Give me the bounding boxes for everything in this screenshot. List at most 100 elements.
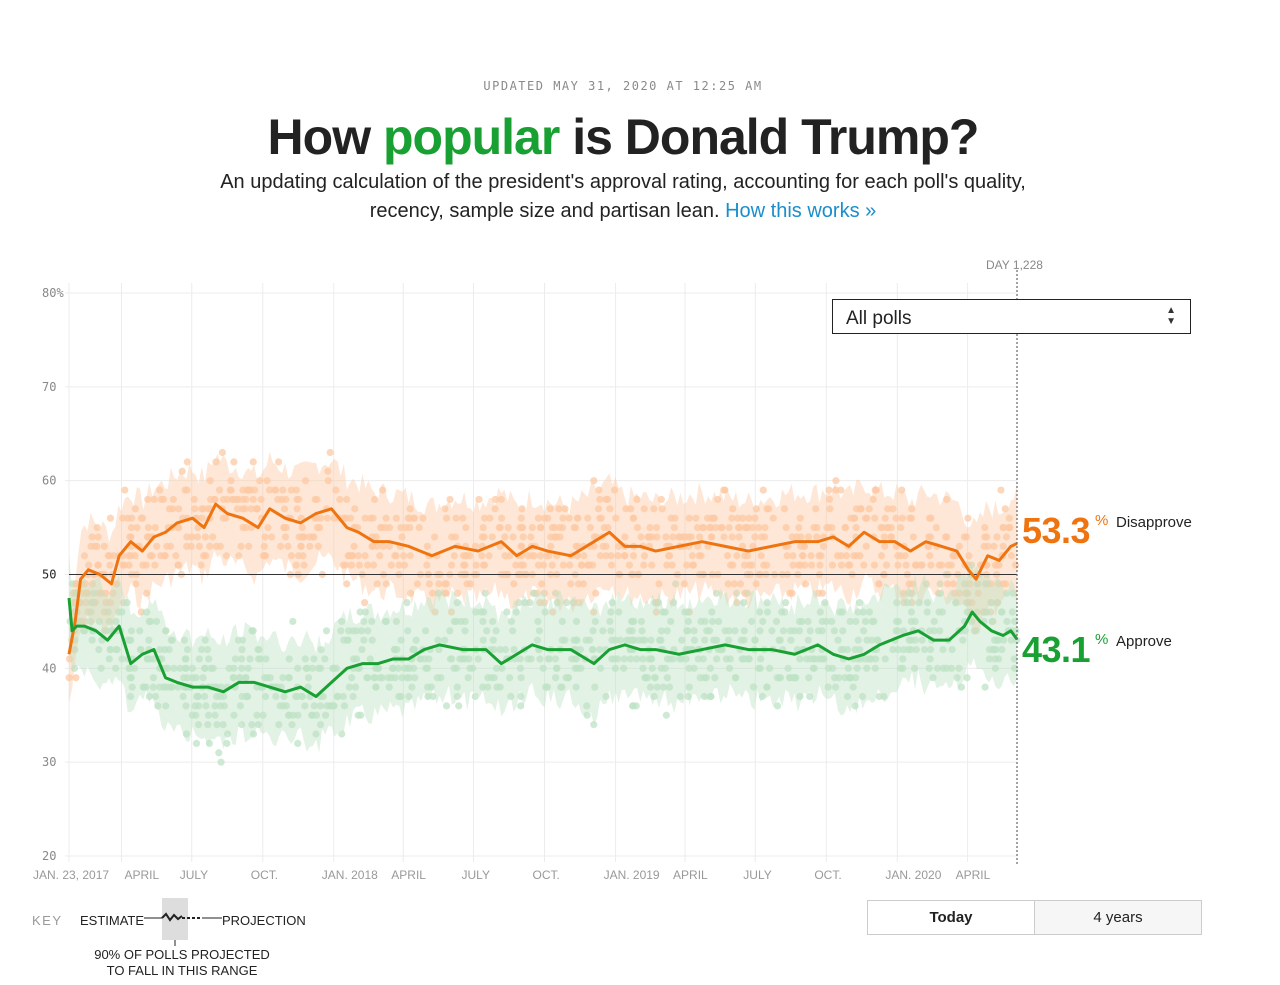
key-legend-glyph-icon [144, 898, 222, 946]
disapprove-poll-dot [615, 542, 623, 550]
disapprove-poll-dot [238, 505, 247, 513]
approve-poll-dot [294, 739, 302, 748]
approve-poll-dot [308, 711, 316, 719]
approve-poll-dot [708, 617, 717, 626]
disapprove-poll-dot [324, 467, 332, 475]
disapprove-poll-dot [983, 533, 991, 541]
approve-poll-dot [421, 655, 429, 663]
disapprove-poll-dot [275, 458, 283, 466]
approve-poll-dot [492, 627, 500, 635]
approve-poll-dot [452, 664, 461, 672]
approve-poll-dot [863, 664, 871, 672]
disapprove-poll-dot [892, 514, 900, 522]
disapprove-poll-dot [539, 561, 548, 569]
approve-poll-dot [215, 749, 223, 757]
approve-poll-dot [959, 636, 967, 644]
disapprove-poll-dot [850, 552, 858, 560]
poll-filter-select[interactable]: All polls ▲ ▼ [832, 299, 1191, 334]
approve-poll-dot [569, 599, 577, 607]
disapprove-poll-dot [842, 552, 851, 560]
disapprove-poll-dot [471, 542, 480, 550]
approve-poll-dot [143, 655, 152, 663]
approve-poll-dot [981, 683, 989, 691]
y-tick-label: 20 [42, 849, 56, 863]
x-tick-label: OCT. [814, 868, 841, 882]
disapprove-poll-dot [317, 514, 325, 522]
x-tick-label: APRIL [673, 868, 708, 882]
disapprove-poll-dot [199, 505, 207, 513]
approve-poll-dot [114, 608, 123, 616]
approve-poll-dot [339, 692, 347, 701]
how-this-works-link[interactable]: How this works » [725, 200, 877, 222]
approve-poll-dot [611, 664, 620, 672]
disapprove-poll-dot [326, 448, 334, 457]
disapprove-poll-dot [869, 495, 877, 504]
series-lines [67, 502, 1019, 698]
approve-poll-dot [839, 645, 847, 654]
disapprove-poll-dot [127, 523, 136, 532]
approve-poll-dot [653, 683, 661, 691]
approve-poll-dot [242, 674, 250, 682]
disapprove-poll-dot [342, 514, 350, 522]
disapprove-poll-dot [943, 533, 951, 541]
approve-poll-dot [772, 617, 781, 626]
approve-poll-dot [763, 683, 771, 691]
disapprove-poll-dot [151, 523, 159, 532]
toggle-today[interactable]: Today [868, 901, 1035, 934]
approve-poll-dot [872, 655, 880, 663]
toggle-4-years[interactable]: 4 years [1035, 901, 1201, 934]
disapprove-poll-dot [676, 533, 684, 541]
approve-poll-dot [557, 683, 565, 691]
approve-poll-dot [501, 645, 509, 654]
approve-poll-dot [298, 692, 306, 701]
approve-poll-dot [589, 645, 597, 654]
disapprove-poll-dot [387, 561, 395, 569]
disapprove-poll-dot [125, 561, 133, 569]
approve-poll-dot [553, 599, 561, 607]
approve-poll-dot [768, 627, 776, 635]
approve-poll-dot [516, 664, 525, 672]
disapprove-poll-dot [664, 552, 673, 560]
approve-poll-dot [388, 664, 396, 672]
approve-poll-dot [910, 664, 919, 672]
disapprove-poll-dot [748, 561, 756, 569]
approve-poll-dot [151, 692, 160, 701]
disapprove-poll-dot [897, 523, 905, 532]
approve-poll-dot [804, 617, 812, 626]
disapprove-poll-dot [218, 448, 226, 457]
disapprove-poll-dot [955, 542, 963, 550]
approve-poll-dot [256, 655, 264, 663]
disapprove-poll-dot [736, 580, 745, 588]
approve-poll-dot [831, 683, 840, 691]
disapprove-poll-dot [629, 552, 638, 560]
approve-poll-dot [254, 645, 262, 654]
approve-poll-dot [894, 617, 903, 626]
approve-poll-dot [690, 627, 698, 635]
disapprove-poll-dot [547, 533, 555, 541]
disapprove-poll-dot [222, 552, 231, 560]
approve-poll-dot [725, 664, 734, 672]
disapprove-poll-dot [222, 514, 230, 522]
disapprove-poll-dot [379, 486, 387, 494]
approve-poll-dot [907, 645, 915, 654]
disapprove-poll-dot [689, 561, 698, 569]
disapprove-poll-dot [561, 505, 569, 513]
y-tick-label: 70 [42, 380, 56, 394]
approve-poll-dot [998, 645, 1006, 654]
approve-poll-dot [694, 655, 702, 663]
disapprove-poll-dot [501, 533, 509, 541]
time-range-toggle: Today 4 years [867, 900, 1202, 935]
approve-poll-dot [127, 627, 136, 635]
approve-poll-dot [154, 702, 162, 710]
approve-poll-dot [205, 739, 213, 748]
approve-poll-dot [570, 636, 578, 644]
approve-poll-dot [574, 664, 582, 672]
disapprove-poll-dot [752, 505, 760, 513]
disapprove-poll-dot [239, 486, 247, 494]
x-tick-label: JAN. 2020 [885, 868, 941, 882]
disapprove-poll-dot [237, 542, 245, 550]
approve-poll-dot [830, 627, 839, 635]
approve-poll-dot [955, 664, 963, 672]
approve-poll-dot [963, 599, 971, 607]
approve-poll-dot [922, 580, 930, 588]
